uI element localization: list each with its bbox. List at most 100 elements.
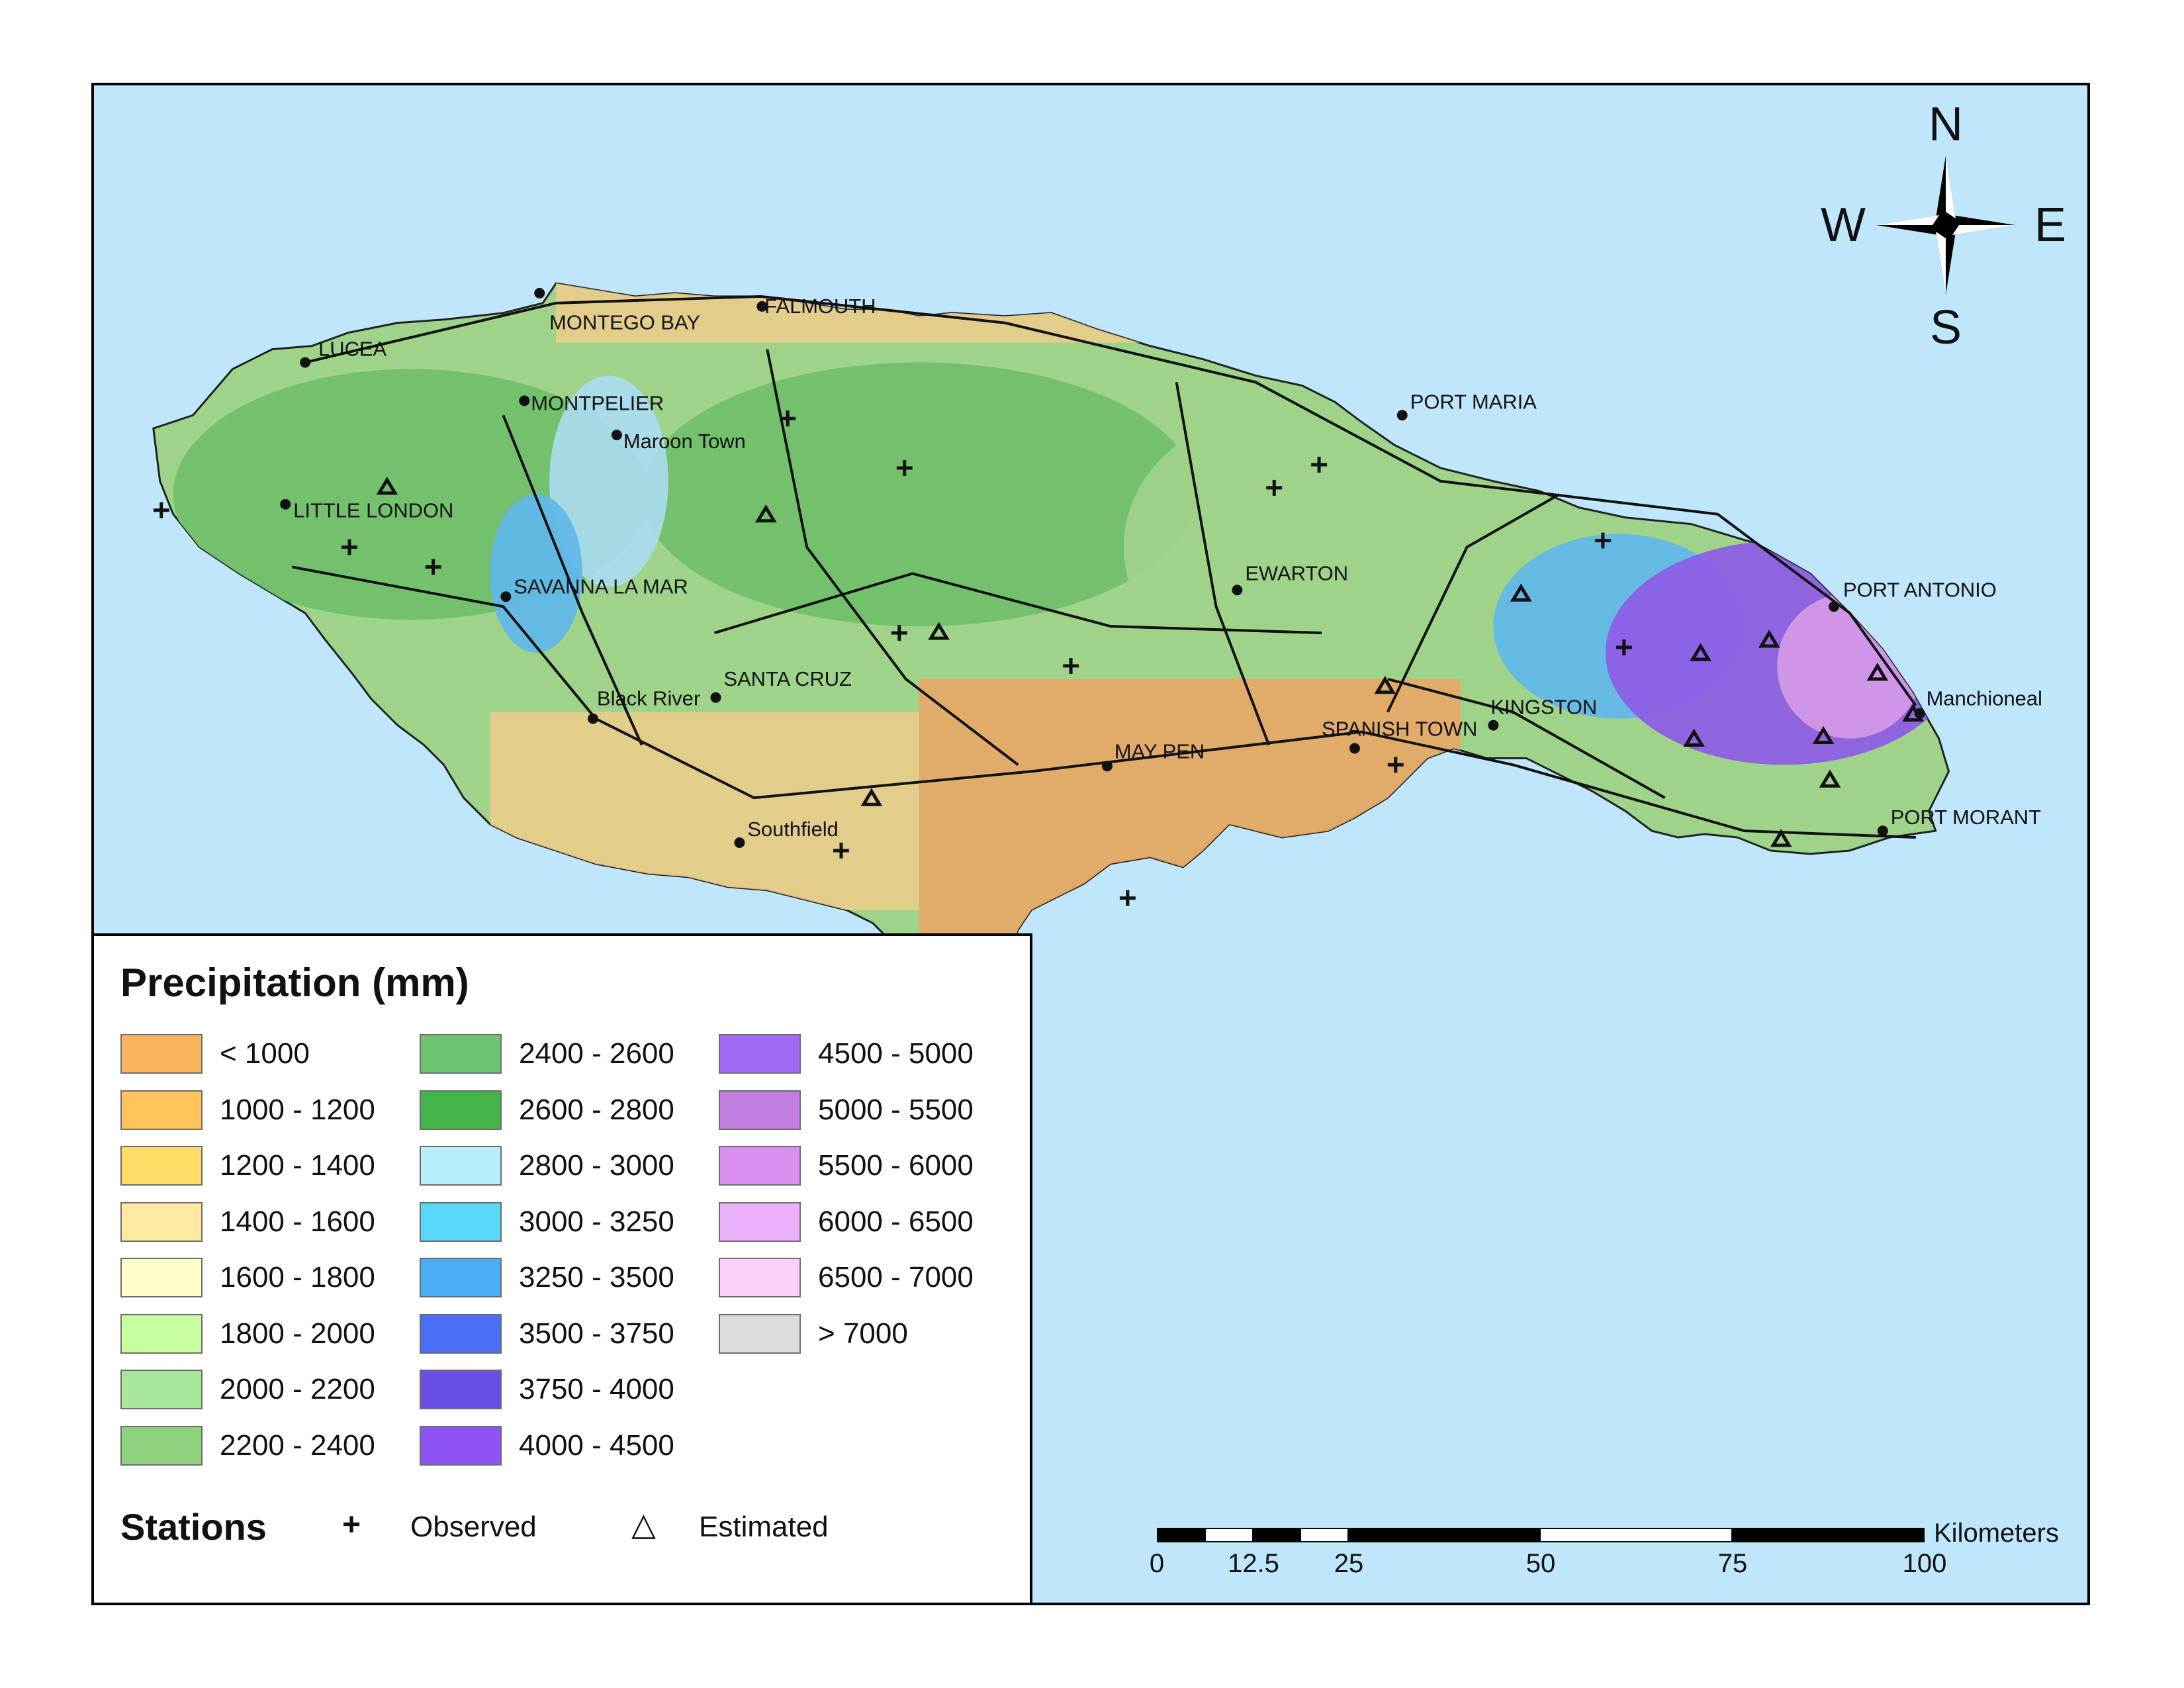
estimated-station-10 xyxy=(1812,726,1835,745)
observed-station-4 xyxy=(780,410,796,427)
legend-swatch-label: 6000 - 6500 xyxy=(818,1205,974,1238)
road-south-coast xyxy=(291,565,1916,839)
town-markers xyxy=(280,287,1925,848)
road-north-coast xyxy=(304,295,1917,706)
legend-swatch xyxy=(120,1425,203,1466)
legend-swatch xyxy=(120,1313,203,1354)
zone-southwest-coast xyxy=(490,712,919,910)
town-dot-port-antonio xyxy=(1829,601,1839,612)
map-frame: MONTEGO BAY FALMOUTH LUCEA MONTPELIER Ma… xyxy=(91,83,2090,1605)
legend-item: 6500 - 7000 xyxy=(719,1256,974,1299)
compass-south-label: S xyxy=(1929,301,1962,354)
observed-station-7 xyxy=(1063,657,1079,674)
scale-tick-25: 25 xyxy=(1334,1549,1364,1578)
estimated-station-1 xyxy=(376,477,398,495)
legend-item: 5500 - 6000 xyxy=(719,1145,974,1187)
legend-swatch xyxy=(420,1370,502,1409)
legend-swatch xyxy=(120,1090,203,1130)
road-ewarton xyxy=(1175,382,1271,746)
town-dot-southfield xyxy=(734,837,745,848)
legend-swatch-label: 3750 - 4000 xyxy=(519,1373,674,1405)
legend-item: 3500 - 3750 xyxy=(420,1313,674,1355)
town-dot-port-maria xyxy=(1396,410,1408,421)
estimated-station-9 xyxy=(1866,663,1889,681)
scale-segment-3 xyxy=(1252,1528,1301,1542)
observed-station-icon: + xyxy=(342,1507,361,1542)
legend-swatch xyxy=(120,1146,203,1186)
town-dot-maroon-town xyxy=(611,430,622,441)
legend-item: 2600 - 2800 xyxy=(420,1089,674,1131)
legend-item: 2200 - 2400 xyxy=(120,1425,375,1467)
zone-savanna-wet xyxy=(490,494,583,653)
legend-item: > 7000 xyxy=(719,1313,908,1355)
scale-unit-label: Kilometers xyxy=(1934,1519,2059,1548)
compass-star-icon xyxy=(1876,156,2015,295)
road-network xyxy=(291,295,1917,839)
estimated-station-3 xyxy=(928,622,950,640)
estimated-station-icon: △ xyxy=(631,1507,656,1542)
legend-swatch xyxy=(719,1201,801,1242)
legend-swatch xyxy=(120,1034,203,1074)
legend-swatch-label: 6500 - 7000 xyxy=(818,1261,974,1293)
town-dot-montpelier xyxy=(519,395,530,406)
label-savanna-la-mar: SAVANNA LA MAR xyxy=(514,575,688,598)
label-montego-bay: MONTEGO BAY xyxy=(549,311,700,334)
estimated-station-8 xyxy=(1758,630,1780,648)
observed-station-14 xyxy=(833,843,849,859)
estimated-station-2 xyxy=(754,504,777,523)
legend-item: 4500 - 5000 xyxy=(719,1033,974,1075)
legend-swatch xyxy=(719,1090,801,1130)
legend-swatch-label: 5500 - 6000 xyxy=(818,1149,974,1182)
estimated-station-6 xyxy=(1510,583,1532,602)
town-dot-spanish-town xyxy=(1349,743,1360,754)
scale-segment-6 xyxy=(1539,1528,1733,1542)
label-ewarton: EWARTON xyxy=(1245,561,1348,585)
legend-swatch-label: 2800 - 3000 xyxy=(519,1149,674,1182)
legend-panel: Precipitation (mm) < 1000 1000 - 1200 1200… xyxy=(91,933,1032,1605)
legend-swatch-label: 2000 - 2200 xyxy=(220,1373,375,1405)
place-labels: MONTEGO BAY FALMOUTH LUCEA MONTPELIER Ma… xyxy=(293,295,2042,841)
road-central-west xyxy=(502,414,643,746)
town-dot-savanna-la-mar xyxy=(500,591,512,602)
label-lucea: LUCEA xyxy=(318,338,387,361)
town-dot-may-pen xyxy=(1101,761,1113,772)
legend-item: 1800 - 2000 xyxy=(120,1313,375,1355)
scale-tick-12-5: 12.5 xyxy=(1228,1549,1279,1578)
scale-tick-75: 75 xyxy=(1717,1549,1748,1578)
legend-swatch-label: 1600 - 1800 xyxy=(220,1261,375,1293)
scale-bar: 0 12.5 25 50 75 100 Kilometers xyxy=(1150,1519,2070,1595)
legend-swatch-label: 2200 - 2400 xyxy=(220,1429,375,1462)
estimated-station-14 xyxy=(1683,728,1705,747)
legend-swatch-label: 4500 - 5000 xyxy=(818,1037,974,1070)
label-port-antonio: PORT ANTONIO xyxy=(1843,578,1997,601)
map-canvas: MONTEGO BAY FALMOUTH LUCEA MONTPELIER Ma… xyxy=(152,282,2042,994)
legend-swatch xyxy=(719,1313,801,1354)
estimated-station-13 xyxy=(1902,703,1925,722)
scale-segment-2 xyxy=(1205,1528,1253,1542)
legend-swatch-label: 1400 - 1600 xyxy=(220,1205,375,1238)
legend-swatch xyxy=(120,1258,203,1297)
label-southfield: Southfield xyxy=(747,818,838,841)
legend-swatch-label: 2400 - 2600 xyxy=(519,1037,674,1070)
legend-swatch xyxy=(420,1146,502,1186)
legend-item: 1400 - 1600 xyxy=(120,1201,375,1243)
observed-station-1 xyxy=(153,502,169,518)
observed-station-2 xyxy=(341,539,357,555)
scale-segment-4 xyxy=(1300,1528,1349,1542)
town-dot-port-morant xyxy=(1877,825,1888,837)
label-little-london: LITTLE LONDON xyxy=(293,499,453,522)
legend-swatch-label: 1000 - 1200 xyxy=(220,1093,375,1126)
scale-segment-7 xyxy=(1731,1528,1925,1542)
estimated-station-7 xyxy=(1690,643,1711,661)
road-central xyxy=(766,349,1019,767)
legend-swatch-label: 2600 - 2800 xyxy=(519,1093,674,1126)
estimated-station-11 xyxy=(1819,769,1841,788)
observed-station-10 xyxy=(1387,757,1404,773)
road-cross-mid xyxy=(713,572,1322,635)
compass-west-label: W xyxy=(1821,199,1866,252)
zone-ewarton-hills xyxy=(1123,415,1414,679)
scale-segment-5 xyxy=(1347,1528,1541,1542)
legend-item: 3250 - 3500 xyxy=(420,1256,674,1299)
estimated-label: Estimated xyxy=(699,1511,829,1543)
label-black-river: Black River xyxy=(597,687,700,710)
